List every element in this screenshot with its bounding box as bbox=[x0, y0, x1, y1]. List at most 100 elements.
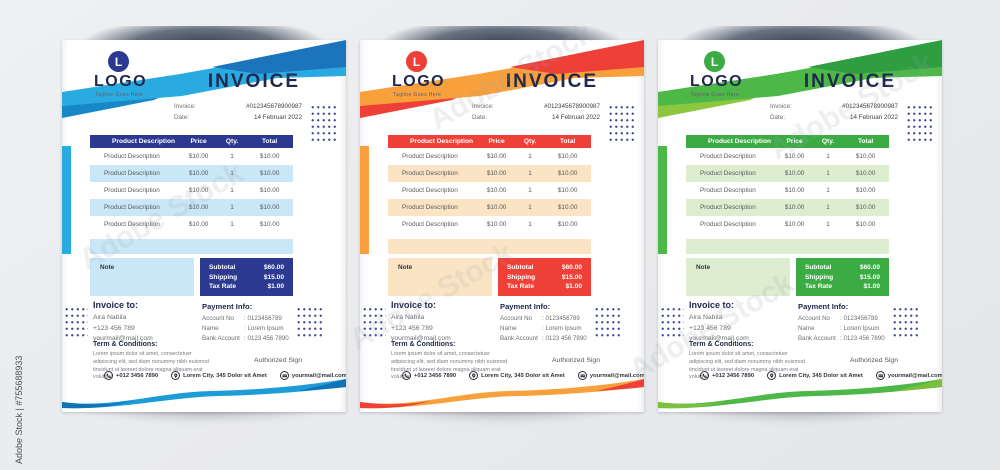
payment-info-heading: Payment Info: bbox=[500, 302, 551, 311]
cell-description: Product Description bbox=[402, 221, 458, 228]
table-header-row: Product Description Price Qty. Total bbox=[686, 135, 889, 148]
logo-icon: L bbox=[406, 51, 427, 72]
table-row: Product Description $10.00 1 $10.00 bbox=[686, 216, 889, 233]
subtotal-row: Subtotal $60.00 bbox=[209, 264, 284, 271]
cell-price: $10.00 bbox=[486, 187, 507, 194]
table-row: Product Description $10.00 1 $10.00 bbox=[388, 216, 591, 233]
note-box: Note bbox=[686, 258, 790, 296]
cell-total: $10.00 bbox=[855, 221, 876, 228]
invoice-sheet: L LOGO Tagline Goes Here INVOICE Invoice… bbox=[62, 40, 346, 412]
cell-total: $10.00 bbox=[259, 153, 280, 160]
payment-label: Name bbox=[500, 324, 517, 332]
terms-heading: Term & Conditions: bbox=[689, 341, 754, 348]
invoice-date-value: 14 Februari 2022 bbox=[552, 114, 600, 121]
cell-total: $10.00 bbox=[855, 153, 876, 160]
cell-description: Product Description bbox=[402, 187, 458, 194]
cell-qty: 1 bbox=[230, 187, 234, 194]
cell-qty: 1 bbox=[826, 153, 830, 160]
client-email: yourmail@mail.com bbox=[689, 335, 749, 342]
table-row: Product Description $10.00 1 $10.00 bbox=[90, 199, 293, 216]
cell-price: $10.00 bbox=[486, 170, 507, 177]
invoice-page-green: L LOGO Tagline Goes Here INVOICE Invoice… bbox=[653, 26, 947, 424]
authorized-sign-label: Authorized Sign bbox=[552, 357, 600, 364]
cell-qty: 1 bbox=[230, 221, 234, 228]
note-label: Note bbox=[398, 264, 413, 271]
cell-price: $10.00 bbox=[188, 221, 209, 228]
contact-email-text: yourmail@mail.com bbox=[291, 372, 346, 379]
table-row: Product Description $10.00 1 $10.00 bbox=[388, 165, 591, 182]
terms-block: Term & Conditions: Lorem ipsum dolor sit… bbox=[689, 341, 811, 382]
cell-qty: 1 bbox=[528, 221, 532, 228]
payment-value: : 0123456789 bbox=[244, 315, 282, 322]
authorized-sign-label: Authorized Sign bbox=[850, 357, 898, 364]
payment-value: : Lorem Ipsum bbox=[542, 324, 582, 332]
note-box: Note bbox=[388, 258, 492, 296]
page-curl-shadow bbox=[57, 26, 351, 42]
invoice-title: INVOICE bbox=[207, 71, 300, 92]
cell-price: $10.00 bbox=[784, 221, 805, 228]
terms-block: Term & Conditions: Lorem ipsum dolor sit… bbox=[93, 341, 215, 382]
contact-footer: +012 3456 7890 Lorem City, 345 Dolor sit… bbox=[402, 371, 644, 380]
shipping-row: Shipping $15.00 bbox=[507, 274, 582, 281]
invoice-date-label: Date: bbox=[472, 114, 488, 121]
cell-total: $10.00 bbox=[557, 170, 578, 177]
table-header-row: Product Description Price Qty. Total bbox=[388, 135, 591, 148]
totals-box: Subtotal $60.00 Shipping $15.00 Tax Rate… bbox=[796, 258, 889, 296]
contact-email: yourmail@mail.com bbox=[875, 371, 942, 380]
invoice-date-row: Date: 14 Februari 2022 bbox=[770, 114, 898, 121]
cell-description: Product Description bbox=[700, 153, 756, 160]
invoice-to-heading: Invoice to: bbox=[391, 300, 437, 310]
logo-icon: L bbox=[108, 51, 129, 72]
cell-description: Product Description bbox=[104, 204, 160, 211]
payment-value: : Lorem Ipsum bbox=[244, 324, 284, 332]
invoice-date-value: 14 Februari 2022 bbox=[850, 114, 898, 121]
logo-tagline: Tagline Goes Here bbox=[393, 92, 442, 98]
contact-email-text: yourmail@mail.com bbox=[887, 372, 942, 379]
invoice-number-value: #012345678900987 bbox=[841, 103, 898, 110]
subtotal-value: $60.00 bbox=[263, 264, 284, 271]
subtotal-row: Subtotal $60.00 bbox=[805, 264, 880, 271]
dots-pattern bbox=[64, 306, 88, 338]
footer-wave-graphic bbox=[658, 379, 942, 409]
table-row: Product Description $10.00 1 $10.00 bbox=[388, 182, 591, 199]
cell-price: $10.00 bbox=[188, 204, 209, 211]
invoice-templates-row: L LOGO Tagline Goes Here INVOICE Invoice… bbox=[57, 26, 947, 424]
side-accent-stripe bbox=[62, 146, 71, 254]
page-curl-shadow bbox=[653, 26, 947, 42]
terms-block: Term & Conditions: Lorem ipsum dolor sit… bbox=[391, 341, 513, 382]
payment-label: Account No bbox=[500, 315, 532, 322]
line-items-table: Product Description Price Qty. Total Pro… bbox=[90, 135, 293, 254]
contact-email: yourmail@mail.com bbox=[577, 371, 644, 380]
invoice-title: INVOICE bbox=[803, 71, 896, 92]
invoice-to-block: Invoice to: Aira Nabila +123 456 789 you… bbox=[93, 300, 153, 346]
dots-pattern bbox=[296, 306, 322, 338]
terms-heading: Term & Conditions: bbox=[391, 341, 456, 348]
dots-pattern bbox=[892, 306, 918, 338]
line-items-table: Product Description Price Qty. Total Pro… bbox=[686, 135, 889, 254]
cell-price: $10.00 bbox=[784, 170, 805, 177]
invoice-to-block: Invoice to: Aira Nabila +123 456 789 you… bbox=[689, 300, 749, 346]
column-header-total: Total bbox=[559, 138, 576, 145]
totals-box: Subtotal $60.00 Shipping $15.00 Tax Rate… bbox=[498, 258, 591, 296]
column-header-price: Price bbox=[190, 138, 207, 145]
taxrate-label: Tax Rate bbox=[507, 283, 534, 290]
contact-address-text: Lorem City, 345 Dolor sit Amet bbox=[779, 372, 863, 379]
dots-pattern bbox=[608, 104, 634, 141]
payment-label: Account No bbox=[798, 315, 830, 322]
subtotal-row: Subtotal $60.00 bbox=[507, 264, 582, 271]
cell-total: $10.00 bbox=[259, 204, 280, 211]
payment-label: Bank Account bbox=[500, 334, 538, 342]
cell-price: $10.00 bbox=[188, 153, 209, 160]
note-label: Note bbox=[100, 264, 115, 271]
payment-row: Account No : 0123456789 bbox=[500, 315, 587, 322]
payment-info-heading: Payment Info: bbox=[202, 302, 253, 311]
invoice-number-value: #012345678900987 bbox=[245, 103, 302, 110]
location-pin-icon bbox=[767, 371, 777, 380]
invoice-sheet: L LOGO Tagline Goes Here INVOICE Invoice… bbox=[360, 40, 644, 412]
authorized-sign-label: Authorized Sign bbox=[254, 357, 302, 364]
subtotal-label: Subtotal bbox=[805, 264, 832, 271]
side-accent-stripe bbox=[360, 146, 369, 254]
invoice-number-value: #012345678900987 bbox=[543, 103, 600, 110]
column-header-qty: Qty. bbox=[821, 138, 835, 145]
logo-tagline: Tagline Goes Here bbox=[691, 92, 740, 98]
